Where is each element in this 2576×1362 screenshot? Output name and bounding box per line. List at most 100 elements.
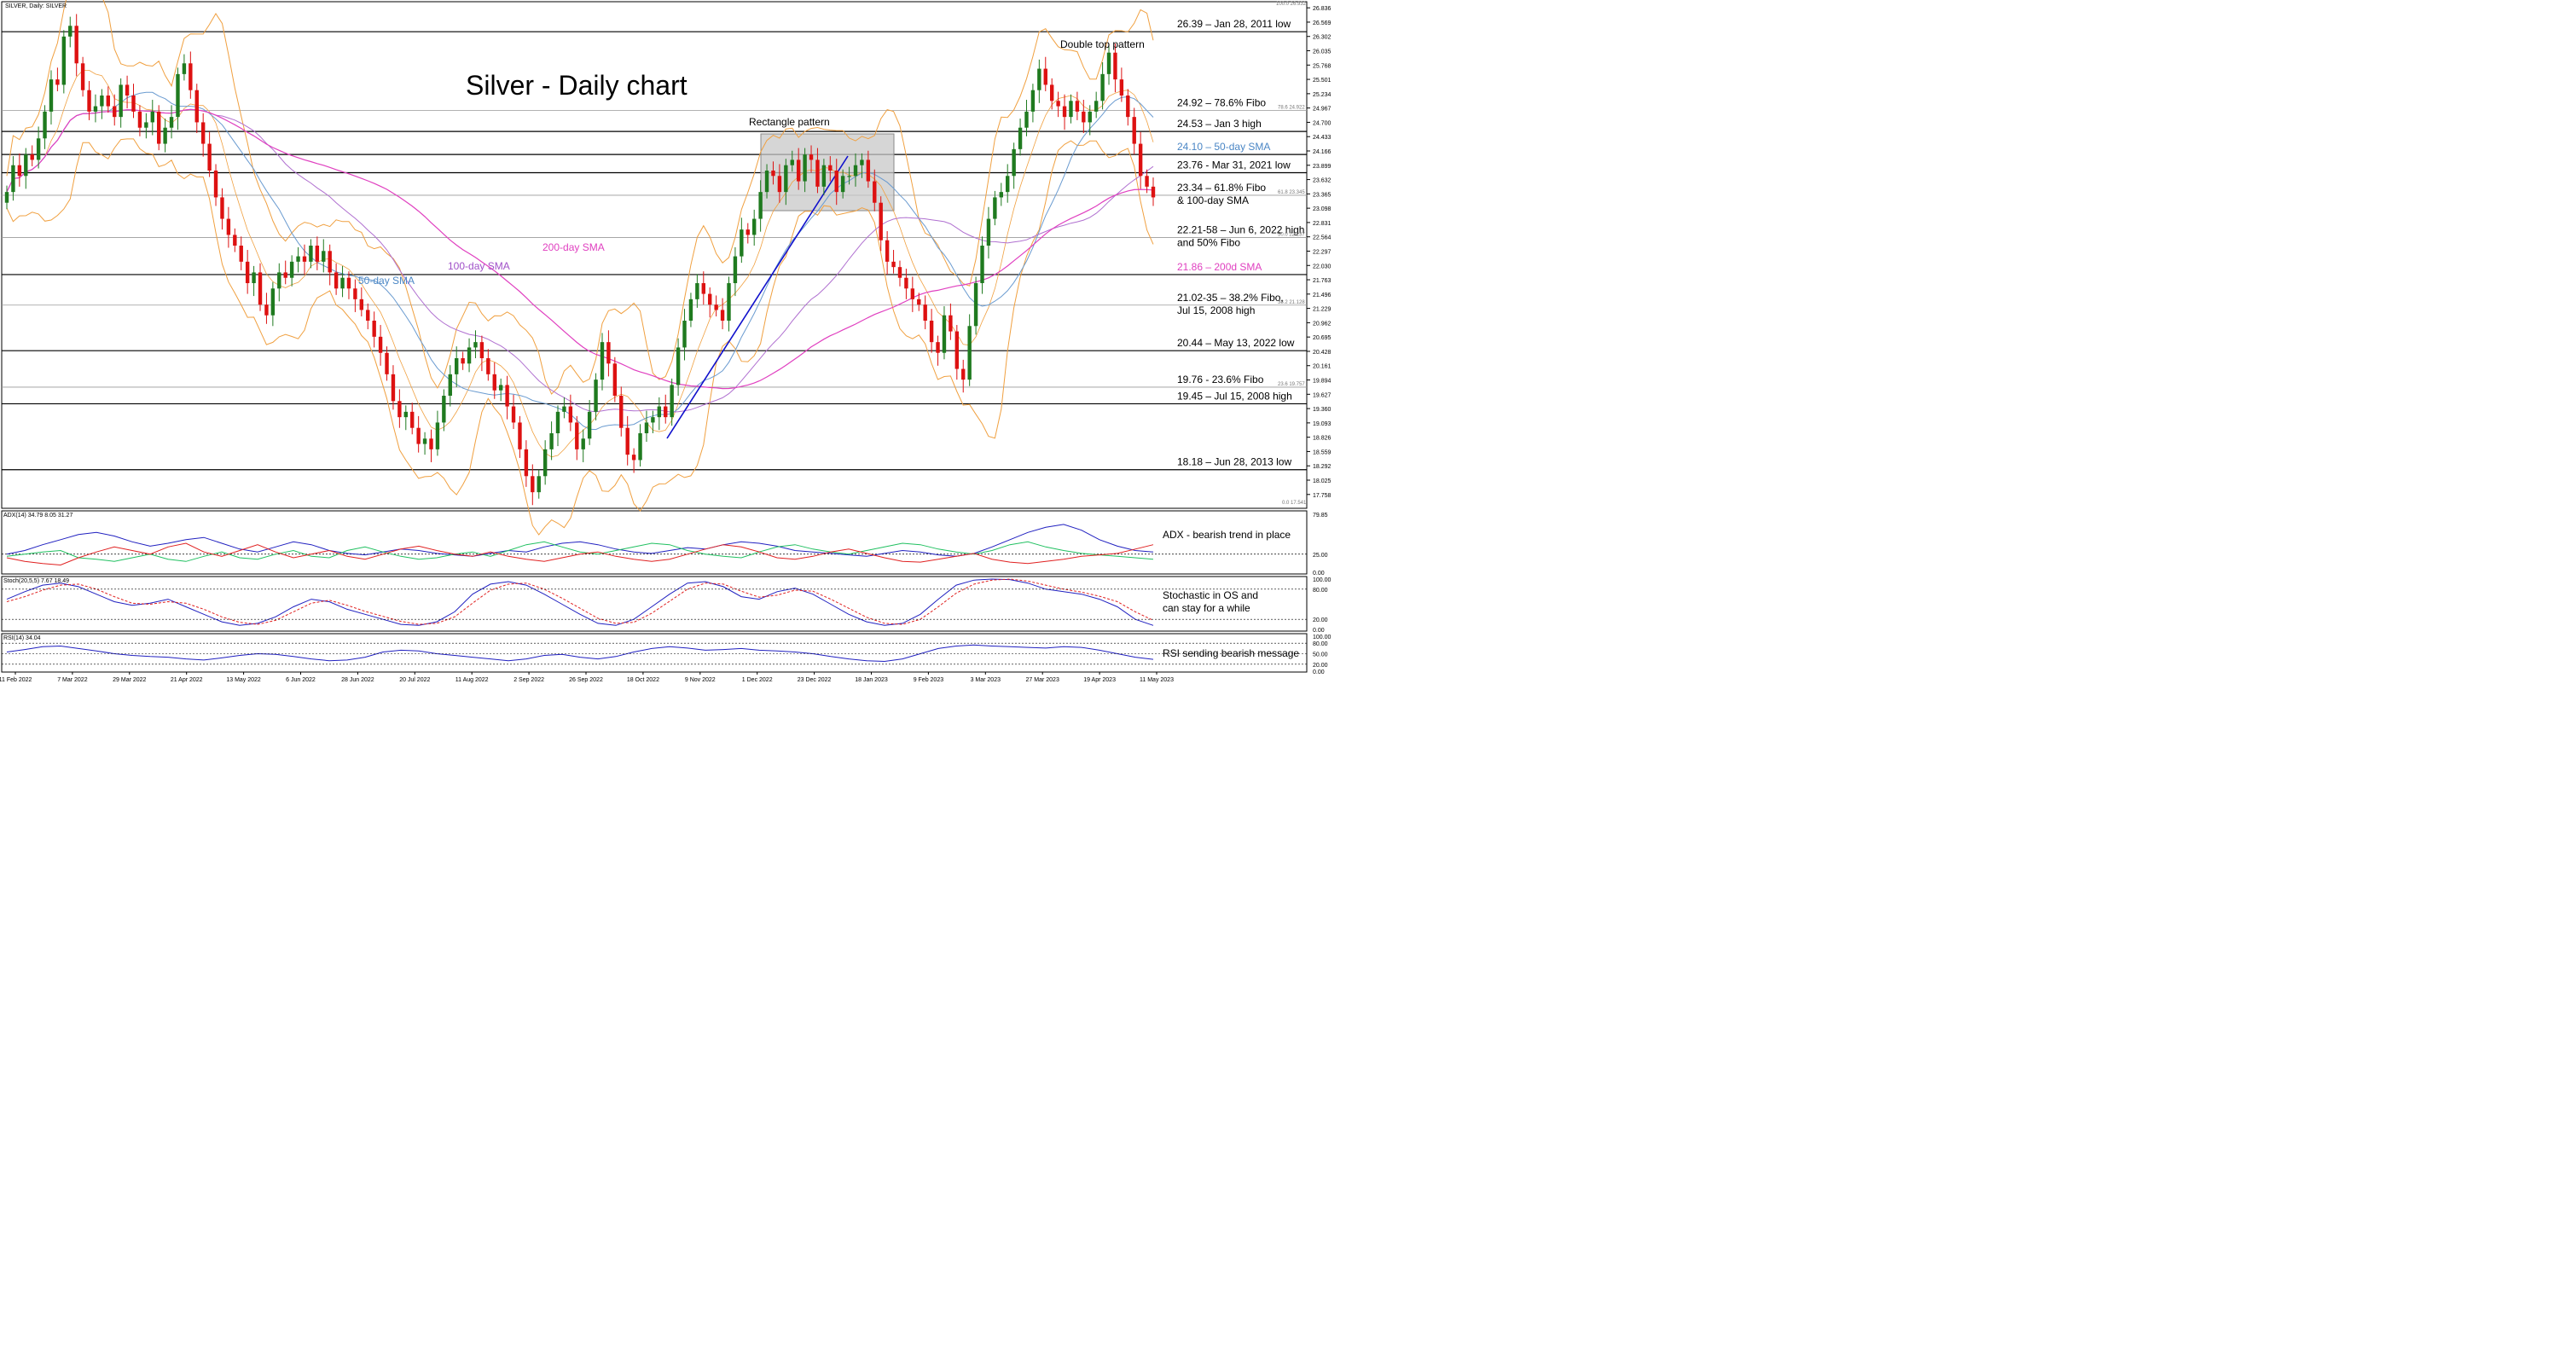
fibo-bottom-tag: 0.0 17.541 [1282, 501, 1307, 506]
candle-up [169, 117, 174, 128]
date-tick-label: 20 Jul 2022 [399, 677, 430, 683]
date-tick-label: 29 Mar 2022 [113, 677, 146, 683]
candle-down [828, 165, 833, 171]
candle-down [80, 63, 85, 90]
candle-down [233, 235, 237, 246]
candle-up [549, 433, 554, 449]
candle-down [720, 310, 725, 321]
price-tick-label: 23.098 [1313, 206, 1332, 212]
rsi-comment: RSI sending bearish message [1163, 647, 1299, 659]
candle-down [189, 63, 193, 90]
candle-down [239, 246, 243, 262]
candle-down [213, 171, 218, 198]
candle-up [803, 154, 807, 182]
price-tick-label: 26.569 [1313, 20, 1332, 26]
candle-up [119, 84, 123, 118]
indicator-tick-label: 100.00 [1313, 635, 1332, 640]
indicator-tick-label: 80.00 [1313, 641, 1328, 647]
candle-down [207, 143, 212, 171]
rsi-label: RSI(14) 34.04 [3, 635, 41, 641]
candle-up [644, 422, 649, 433]
level-label-2: Jul 15, 2008 high [1177, 304, 1255, 316]
plus-di-line [6, 541, 1154, 562]
candle-up [562, 406, 566, 412]
level-label: 19.76 - 23.6% Fibo [1177, 374, 1264, 385]
candle-down [416, 427, 421, 444]
candle-down [834, 171, 838, 193]
candle-down [1062, 106, 1067, 118]
price-tick-label: 18.025 [1313, 478, 1332, 484]
main-panel-frame [1, 1, 1308, 509]
indicator-tick-label: 0.00 [1313, 628, 1325, 634]
indicator-lines: 79.8525.000.00100.0080.0020.000.00100.00… [2, 513, 1332, 675]
price-tick-label: 18.826 [1313, 436, 1332, 442]
indicator-tick-label: 50.00 [1313, 652, 1328, 658]
level-label: 18.18 – Jun 28, 2013 low [1177, 456, 1291, 468]
candle-up [967, 326, 972, 380]
date-tick-label: 27 Mar 2023 [1026, 677, 1059, 683]
date-tick-label: 9 Nov 2022 [685, 677, 716, 683]
candle-down [113, 106, 117, 118]
candle-up [764, 171, 769, 193]
candle-down [391, 374, 396, 402]
candle-up [144, 122, 148, 128]
candle-down [226, 218, 231, 235]
candle-down [1056, 101, 1060, 107]
candle-up [980, 246, 984, 283]
stoch-comment-line1: Stochastic in OS and [1163, 589, 1258, 601]
candle-down [524, 449, 529, 477]
candle-up [840, 176, 845, 193]
price-tick-label: 20.695 [1313, 335, 1332, 341]
sma100-label: 100-day SMA [448, 260, 510, 272]
price-tick-label: 24.433 [1313, 135, 1332, 141]
stoch-comment-line2: can stay for a while [1163, 602, 1250, 614]
candle-down [815, 159, 820, 187]
candle-down [200, 122, 206, 144]
price-tick-label: 25.768 [1313, 63, 1332, 69]
candle-down [245, 261, 250, 283]
candle-up [1100, 73, 1105, 101]
candle-down [714, 304, 718, 310]
candle-up [1094, 101, 1099, 112]
candle-up [651, 417, 655, 423]
date-tick-label: 23 Dec 2022 [798, 677, 832, 683]
candle-up [638, 433, 642, 461]
candle-up [322, 251, 326, 262]
minus-di-line [6, 542, 1154, 566]
candle-down [264, 304, 269, 316]
level-label: 24.10 – 50-day SMA [1177, 141, 1270, 153]
candle-up [68, 26, 73, 37]
candle-up [1088, 111, 1092, 123]
candle-up [36, 138, 41, 160]
candle-up [11, 165, 15, 193]
price-tick-label: 22.831 [1313, 221, 1332, 227]
candle-down [55, 79, 60, 85]
price-tick-label: 17.758 [1313, 493, 1332, 499]
candle-up [289, 261, 294, 278]
price-tick-label: 23.632 [1313, 178, 1332, 184]
candle-up [403, 411, 409, 418]
candle-down [1049, 84, 1054, 101]
candle-down [923, 304, 927, 321]
price-tick-label: 19.360 [1313, 407, 1332, 413]
candle-down [106, 96, 111, 107]
candle-down [1138, 143, 1143, 177]
candle-down [220, 197, 224, 219]
candle-up [1106, 52, 1111, 74]
candle-up [1006, 176, 1010, 193]
candle-down [302, 256, 307, 262]
fibo-top-tag: 100.0 26.932 [1276, 2, 1307, 7]
candle-up [43, 111, 47, 139]
candle-down [1113, 52, 1117, 80]
fibo-tag: 38.2 21.128 [1278, 300, 1305, 305]
candle-up [751, 218, 757, 235]
candle-up [296, 256, 300, 262]
candle-up [93, 106, 98, 112]
candle-down [518, 422, 522, 449]
level-label-2: and 50% Fibo [1177, 237, 1240, 249]
candle-down [334, 272, 339, 289]
candle-down [917, 298, 921, 305]
candle-down [866, 159, 871, 182]
